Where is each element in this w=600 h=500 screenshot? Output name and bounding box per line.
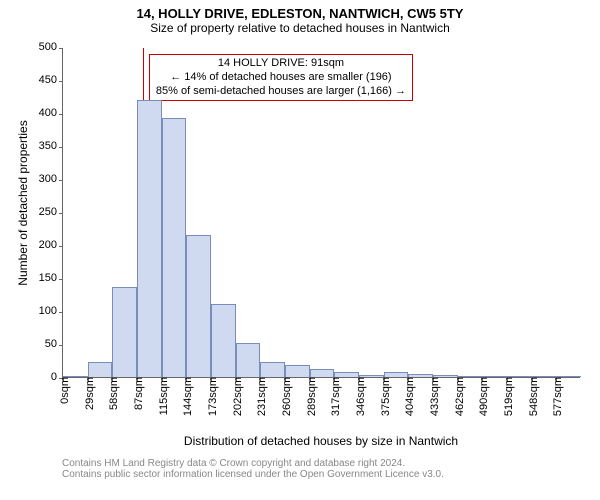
x-tick-label: 173sqm: [203, 377, 219, 416]
x-tick-label: 58sqm: [104, 377, 120, 410]
annotation-line2: ← 14% of detached houses are smaller (19…: [156, 71, 406, 85]
x-tick-label: 260sqm: [277, 377, 293, 416]
histogram-bar: [137, 100, 162, 377]
x-tick-label: 462sqm: [450, 377, 466, 416]
y-tick-mark: [59, 48, 63, 49]
x-tick-label: 202sqm: [228, 377, 244, 416]
x-tick-label: 231sqm: [252, 377, 268, 416]
y-tick-label: 50: [45, 338, 63, 350]
y-tick-label: 150: [39, 272, 63, 284]
plot-area: 14 HOLLY DRIVE: 91sqm ← 14% of detached …: [62, 48, 580, 378]
x-tick-label: 577sqm: [548, 377, 564, 416]
histogram-bar: [211, 304, 236, 377]
y-tick-label: 500: [39, 41, 63, 53]
x-tick-label: 346sqm: [351, 377, 367, 416]
histogram-bar: [112, 287, 137, 377]
footer: Contains HM Land Registry data © Crown c…: [62, 458, 444, 480]
x-axis-label: Distribution of detached houses by size …: [62, 434, 580, 448]
histogram-bar: [162, 118, 187, 377]
x-tick-label: 433sqm: [425, 377, 441, 416]
x-tick-label: 87sqm: [129, 377, 145, 410]
x-tick-label: 29sqm: [80, 377, 96, 410]
x-tick-label: 144sqm: [178, 377, 194, 416]
y-tick-mark: [59, 246, 63, 247]
y-tick-label: 450: [39, 74, 63, 86]
y-tick-mark: [59, 114, 63, 115]
histogram-bar: [285, 365, 310, 377]
y-tick-mark: [59, 81, 63, 82]
y-tick-mark: [59, 279, 63, 280]
histogram-bar: [88, 362, 113, 377]
x-tick-label: 289sqm: [302, 377, 318, 416]
x-tick-label: 0sqm: [55, 377, 71, 404]
chart-container: 14, HOLLY DRIVE, EDLESTON, NANTWICH, CW5…: [0, 0, 600, 500]
footer-line1: Contains HM Land Registry data © Crown c…: [62, 458, 444, 469]
y-tick-mark: [59, 312, 63, 313]
y-tick-label: 300: [39, 173, 63, 185]
y-tick-label: 100: [39, 305, 63, 317]
y-tick-label: 250: [39, 206, 63, 218]
histogram-bar: [310, 369, 335, 377]
footer-line2: Contains public sector information licen…: [62, 469, 444, 480]
y-tick-mark: [59, 180, 63, 181]
x-tick-label: 404sqm: [400, 377, 416, 416]
histogram-bar: [236, 343, 261, 377]
chart-title: 14, HOLLY DRIVE, EDLESTON, NANTWICH, CW5…: [0, 0, 600, 21]
y-tick-label: 200: [39, 239, 63, 251]
histogram-bar: [186, 235, 211, 377]
annotation-box: 14 HOLLY DRIVE: 91sqm ← 14% of detached …: [149, 54, 413, 101]
y-axis-label: Number of detached properties: [16, 103, 30, 303]
x-tick-label: 519sqm: [499, 377, 515, 416]
x-tick-label: 490sqm: [474, 377, 490, 416]
x-tick-label: 375sqm: [376, 377, 392, 416]
histogram-bar: [260, 362, 285, 377]
annotation-line3: 85% of semi-detached houses are larger (…: [156, 85, 406, 99]
annotation-line1: 14 HOLLY DRIVE: 91sqm: [156, 57, 406, 71]
y-tick-mark: [59, 345, 63, 346]
x-tick-label: 317sqm: [326, 377, 342, 416]
x-tick-label: 548sqm: [524, 377, 540, 416]
y-tick-mark: [59, 147, 63, 148]
chart-subtitle: Size of property relative to detached ho…: [0, 21, 600, 35]
y-tick-label: 400: [39, 107, 63, 119]
y-tick-label: 350: [39, 140, 63, 152]
y-tick-mark: [59, 213, 63, 214]
x-tick-label: 115sqm: [154, 377, 170, 415]
